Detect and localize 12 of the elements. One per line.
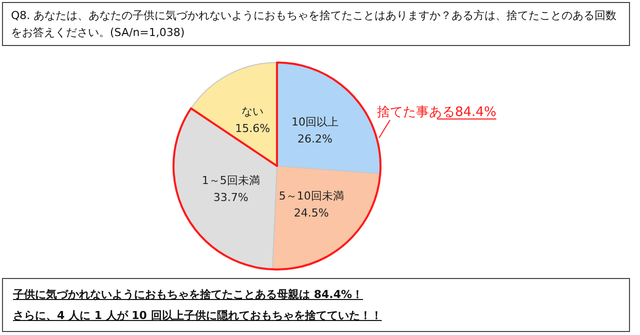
chart-title: Q8. あなたは、あなたの子供に気づかれないようにおもちゃを捨てたことはありますか？ある方は、捨てたことのある回数をお答えください。(SA/n=1,038) [2, 2, 630, 46]
slice-label: 1～5回未満 [202, 174, 260, 188]
slice-label: 10回以上 [291, 116, 338, 129]
data-label: 24.5% [294, 206, 329, 220]
slice-label: ない [242, 105, 264, 118]
text: 子供に気づかれないようにおもちゃを捨てたことある母親は 84.4%！ [13, 288, 363, 301]
data-label: 33.7% [213, 191, 248, 204]
data-label: 26.2% [297, 132, 332, 146]
data-label: 15.6% [235, 122, 270, 136]
slice-label: 5～10回未満 [278, 190, 344, 203]
text: さらに、4 人に 1 人が 10 回以上子供に隠れておもちゃを捨てていた！！ [13, 309, 382, 322]
text: 捨てた事ある84.4% [377, 105, 496, 120]
